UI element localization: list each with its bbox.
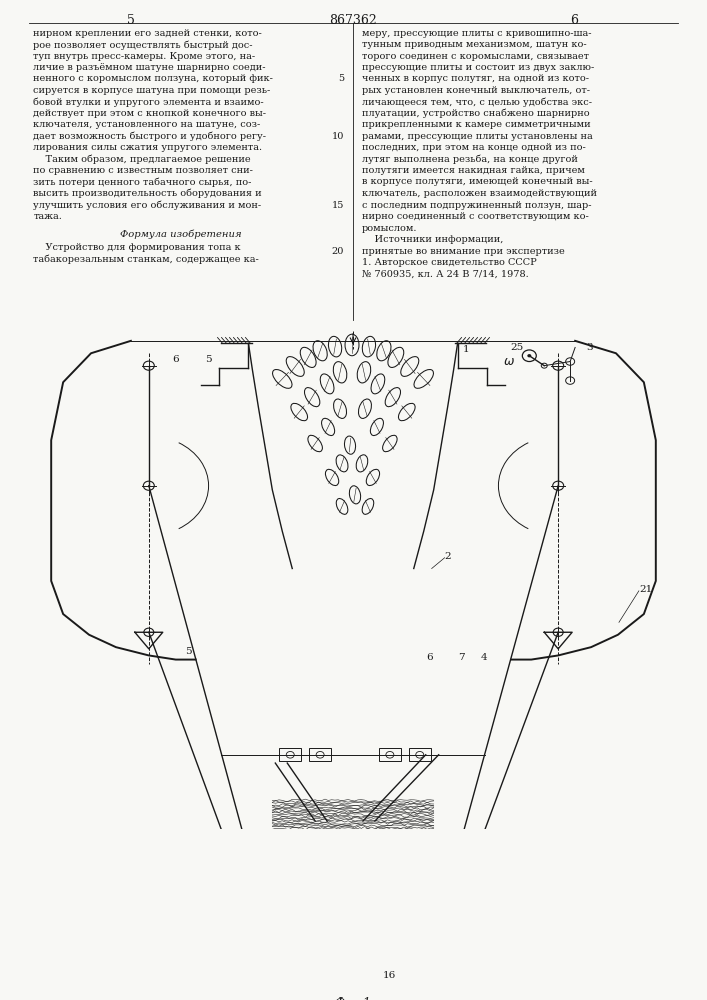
Text: туп внутрь пресс-камеры. Кроме этого, на-: туп внутрь пресс-камеры. Кроме этого, на…	[33, 52, 255, 61]
Text: улучшить условия его обслуживания и мон-: улучшить условия его обслуживания и мон-	[33, 200, 262, 210]
Text: 5: 5	[205, 355, 212, 364]
Text: 25: 25	[510, 343, 524, 352]
Text: тажа.: тажа.	[33, 212, 62, 221]
Text: рых установлен конечный выключатель, от-: рых установлен конечный выключатель, от-	[362, 86, 590, 95]
Text: тунным приводным механизмом, шатун ко-: тунным приводным механизмом, шатун ко-	[362, 40, 587, 49]
Text: зить потери ценного табачного сырья, по-: зить потери ценного табачного сырья, по-	[33, 177, 252, 187]
Text: меру, прессующие плиты с кривошипно-ша-: меру, прессующие плиты с кривошипно-ша-	[362, 29, 592, 38]
Text: № 760935, кл. А 24 В 7/14, 1978.: № 760935, кл. А 24 В 7/14, 1978.	[362, 269, 529, 278]
Text: 6: 6	[570, 14, 578, 27]
Text: 3: 3	[586, 343, 592, 352]
Text: Формула изобретения: Формула изобретения	[120, 230, 242, 239]
Text: $\omega$: $\omega$	[503, 355, 515, 368]
Text: Фиг.1: Фиг.1	[334, 997, 371, 1000]
Text: дает возможность быстрого и удобного регу-: дает возможность быстрого и удобного рег…	[33, 132, 267, 141]
Text: 7: 7	[458, 653, 465, 662]
Text: сируется в корпусе шатуна при помощи резь-: сируется в корпусе шатуна при помощи рез…	[33, 86, 271, 95]
Text: принятые во внимание при экспертизе: принятые во внимание при экспертизе	[362, 247, 565, 256]
Bar	[409, 748, 431, 761]
Text: 1: 1	[463, 345, 470, 354]
Text: 867362: 867362	[329, 14, 377, 27]
Text: 5: 5	[185, 647, 192, 656]
Text: торого соединен с коромыслами, связывает: торого соединен с коромыслами, связывает	[362, 52, 589, 61]
Text: табакорезальным станкам, содержащее ка-: табакорезальным станкам, содержащее ка-	[33, 255, 259, 264]
Text: прикрепленными к камере симметричными: прикрепленными к камере симметричными	[362, 120, 590, 129]
Text: Таким образом, предлагаемое решение: Таким образом, предлагаемое решение	[33, 154, 251, 164]
Text: ромыслом.: ромыслом.	[362, 224, 417, 233]
Text: ненного с коромыслом ползуна, который фик-: ненного с коромыслом ползуна, который фи…	[33, 74, 273, 83]
Text: действует при этом с кнопкой конечного вы-: действует при этом с кнопкой конечного в…	[33, 109, 267, 118]
Text: Устройство для формирования топа к: Устройство для формирования топа к	[33, 243, 241, 252]
Text: 15: 15	[332, 201, 344, 210]
Text: нирном креплении его задней стенки, кото-: нирном креплении его задней стенки, кото…	[33, 29, 262, 38]
Text: 21: 21	[639, 585, 652, 594]
Text: по сравнению с известным позволяет сни-: по сравнению с известным позволяет сни-	[33, 166, 253, 175]
Text: 5: 5	[338, 74, 344, 83]
Text: 6: 6	[173, 355, 179, 364]
Text: лутяг выполнена резьба, на конце другой: лутяг выполнена резьба, на конце другой	[362, 154, 578, 164]
Text: ключатель, расположен взаимодействующий: ключатель, расположен взаимодействующий	[362, 189, 597, 198]
Text: ченных в корпус полутяг, на одной из кото-: ченных в корпус полутяг, на одной из кот…	[362, 74, 589, 83]
Text: 16: 16	[383, 971, 396, 980]
Text: лирования силы сжатия упругого элемента.: лирования силы сжатия упругого элемента.	[33, 143, 262, 152]
Text: последних, при этом на конце одной из по-: последних, при этом на конце одной из по…	[362, 143, 585, 152]
Bar	[309, 748, 331, 761]
Text: высить производительность оборудования и: высить производительность оборудования и	[33, 189, 262, 198]
Text: 2: 2	[445, 552, 451, 561]
Text: 4: 4	[481, 653, 488, 662]
Text: рое позволяет осуществлять быстрый дос-: рое позволяет осуществлять быстрый дос-	[33, 40, 253, 50]
Text: ключателя, установленного на шатуне, соз-: ключателя, установленного на шатуне, соз…	[33, 120, 260, 129]
Text: в корпусе полутяги, имеющей конечный вы-: в корпусе полутяги, имеющей конечный вы-	[362, 177, 592, 186]
Text: 6: 6	[426, 653, 433, 662]
Text: нирно соединенный с соответствующим ко-: нирно соединенный с соответствующим ко-	[362, 212, 589, 221]
Text: 10: 10	[332, 132, 344, 141]
Text: рамами, прессующие плиты установлены на: рамами, прессующие плиты установлены на	[362, 132, 592, 141]
Bar	[379, 748, 401, 761]
Text: плуатации, устройство снабжено шарнирно: плуатации, устройство снабжено шарнирно	[362, 109, 590, 118]
Text: с последним подпружиненный ползун, шар-: с последним подпружиненный ползун, шар-	[362, 201, 592, 210]
Text: 20: 20	[332, 247, 344, 256]
Circle shape	[527, 354, 531, 357]
Text: полутяги имеется накидная гайка, причем: полутяги имеется накидная гайка, причем	[362, 166, 585, 175]
Text: личающееся тем, что, с целью удобства экс-: личающееся тем, что, с целью удобства эк…	[362, 97, 592, 107]
Text: личие в разъёмном шатуне шарнирно соеди-: личие в разъёмном шатуне шарнирно соеди-	[33, 63, 266, 72]
Text: бовой втулки и упругого элемента и взаимо-: бовой втулки и упругого элемента и взаим…	[33, 97, 264, 107]
Text: 5: 5	[127, 14, 135, 27]
Text: прессующие плиты и состоит из двух заклю-: прессующие плиты и состоит из двух заклю…	[362, 63, 594, 72]
Text: Источники информации,: Источники информации,	[362, 235, 503, 244]
Bar	[279, 748, 301, 761]
Text: 1. Авторское свидетельство СССР: 1. Авторское свидетельство СССР	[362, 258, 537, 267]
